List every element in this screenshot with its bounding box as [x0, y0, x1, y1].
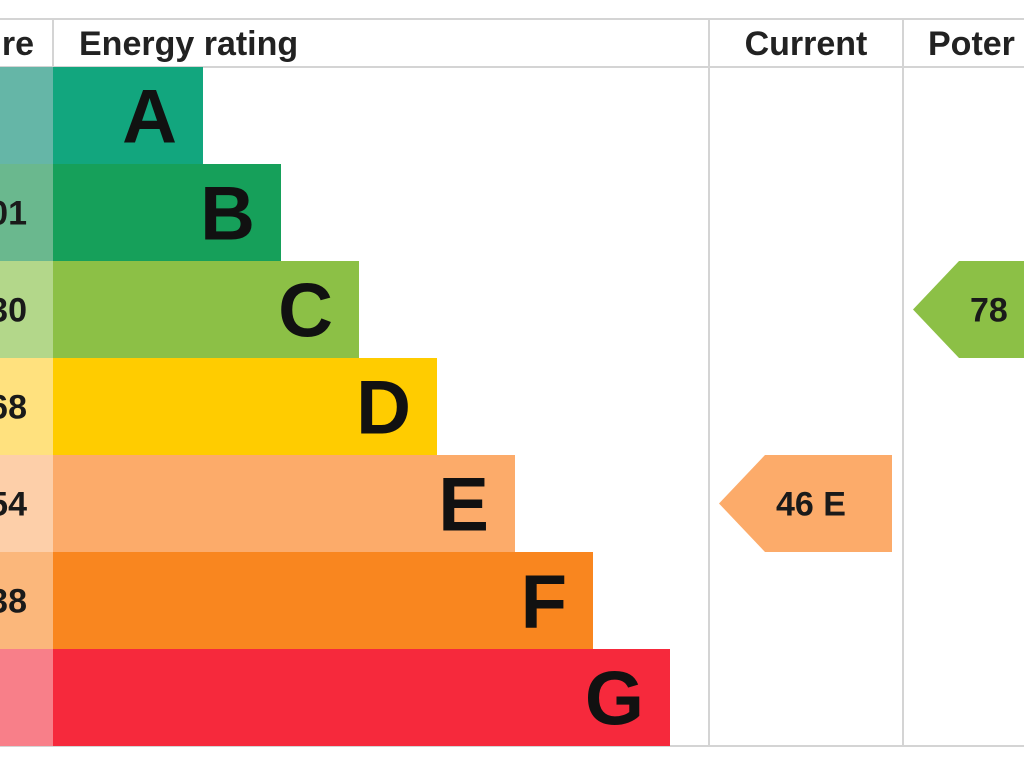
score-range-cell-f — [0, 552, 53, 649]
potential-rating-label: 78 — [970, 292, 1008, 330]
score-range-cell-e — [0, 455, 53, 552]
band-letter-g: G — [585, 657, 644, 742]
score-range-label-e: 54 — [0, 486, 27, 524]
score-range-cell-a — [0, 67, 53, 164]
score-range-label-d: 68 — [0, 389, 27, 427]
current-header: Current — [745, 25, 868, 63]
score-range-label-c: 30 — [0, 292, 27, 330]
potential-header: Poter — [928, 25, 1015, 63]
rating-bands: A 01 B 30 C 68 D 54 E 38 FG — [0, 67, 670, 746]
band-letter-a: A — [122, 75, 177, 160]
band-bar-b — [53, 164, 281, 261]
score-range-label-b: 01 — [0, 195, 27, 233]
band-bar-g — [53, 649, 670, 746]
band-letter-d: D — [356, 366, 411, 451]
score-range-cell-d — [0, 358, 53, 455]
band-bar-d — [53, 358, 437, 455]
band-bar-c — [53, 261, 359, 358]
band-letter-f: F — [521, 560, 567, 645]
band-bar-f — [53, 552, 593, 649]
band-bar-e — [53, 455, 515, 552]
score-header: re — [2, 25, 34, 63]
band-letter-b: B — [200, 172, 255, 257]
potential-arrow — [913, 261, 1024, 358]
current-rating-label: 46 E — [776, 486, 846, 524]
band-letter-c: C — [278, 269, 333, 354]
rating-arrows: 46 E 78 — [719, 261, 1024, 552]
energy-rating-header: Energy rating — [79, 25, 298, 63]
score-range-cell-b — [0, 164, 53, 261]
score-range-cell-g — [0, 649, 53, 746]
score-range-cell-c — [0, 261, 53, 358]
band-bar-a — [53, 67, 203, 164]
band-letter-e: E — [438, 463, 489, 548]
score-range-label-f: 38 — [0, 583, 27, 621]
current-arrow — [719, 455, 892, 552]
